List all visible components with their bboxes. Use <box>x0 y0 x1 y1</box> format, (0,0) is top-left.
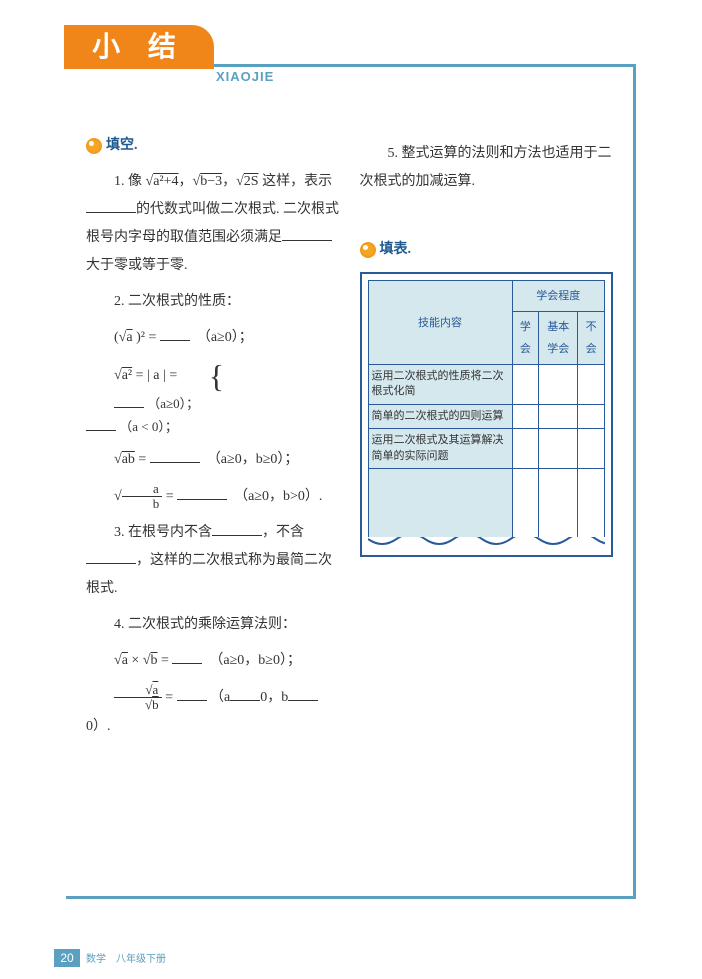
blank <box>150 447 200 463</box>
heading-text: 填表. <box>380 242 412 257</box>
skill-table-wrapper: 技能内容 学会程度 学 会 基本学会 不 会 运用二次根式的性质将二次根式化简 … <box>360 272 614 557</box>
cell <box>512 429 539 469</box>
text: 0，b <box>260 690 288 705</box>
cell <box>512 365 539 405</box>
page-number: 20 <box>54 949 80 967</box>
blank <box>86 197 136 213</box>
th-col: 不 会 <box>578 312 605 365</box>
expr: a <box>126 330 132 345</box>
eq-2b: √a² = | a | = { （a≥0）； （a < 0）； <box>86 360 340 438</box>
section-tab: 小 结 <box>64 25 214 69</box>
fill-blank-heading: 填空. <box>86 132 340 160</box>
item-3: 3. 在根号内不含，不含，这样的二次根式称为最简二次根式. <box>86 519 340 603</box>
cell <box>539 365 578 405</box>
cond: （a≥0，b>0）. <box>241 489 322 504</box>
expr: ab <box>122 452 135 467</box>
right-column: 5. 整式运算的法则和方法也适用于二次根式的加减运算. 填表. 技能内容 学会程… <box>360 132 614 741</box>
item-2: 2. 二次根式的性质： <box>86 288 340 316</box>
text: 0）. <box>86 719 111 734</box>
cell <box>512 404 539 428</box>
blank <box>230 685 260 701</box>
blank <box>114 392 144 408</box>
text: = | a | = <box>136 368 178 383</box>
text: ，不含 <box>262 525 304 540</box>
brace-body: （a≥0）； （a < 0）； <box>86 392 199 438</box>
expr: a² <box>122 368 132 383</box>
th-col: 学 会 <box>512 312 539 365</box>
cell <box>578 365 605 405</box>
eq-2a: (√a )² = （a≥0）； <box>86 324 340 352</box>
text: （a <box>210 690 230 705</box>
page-footer: 数学 八年级下册 <box>86 950 166 965</box>
cond: （a≥0）； <box>204 330 253 345</box>
fraction: √a √b <box>114 683 162 713</box>
eq-2d: √ab = （a≥0，b>0）. <box>86 482 340 512</box>
heading-text: 填空. <box>106 138 138 153</box>
table-row: 运用二次根式及其运算解决简单的实际问题 <box>368 429 605 469</box>
cell <box>512 468 539 538</box>
expr: a <box>122 653 128 668</box>
text: 这样，表示 <box>262 174 332 189</box>
th-col: 基本学会 <box>539 312 578 365</box>
skill-cell <box>368 468 512 538</box>
denominator: b <box>122 497 163 511</box>
th-level: 学会程度 <box>512 281 605 312</box>
skill-table: 技能内容 学会程度 学 会 基本学会 不 会 运用二次根式的性质将二次根式化简 … <box>368 280 606 539</box>
bullet-icon <box>86 138 102 154</box>
blank <box>288 685 318 701</box>
brace-icon: { <box>181 360 224 392</box>
wavy-edge <box>368 537 606 549</box>
cell <box>539 429 578 469</box>
numerator: a <box>122 482 163 497</box>
section-pinyin: XIAOJIE <box>216 69 274 84</box>
blank <box>86 548 136 564</box>
expr: a²+4 <box>153 174 178 189</box>
blank <box>177 685 207 701</box>
skill-cell: 运用二次根式的性质将二次根式化简 <box>368 365 512 405</box>
item-1: 1. 像 √a²+4，√b−3，√2S 这样，表示的代数式叫做二次根式. 二次根… <box>86 168 340 280</box>
cond: （a≥0，b≥0）； <box>216 653 301 668</box>
blank <box>212 520 262 536</box>
table-row: 简单的二次根式的四则运算 <box>368 404 605 428</box>
expr: 2S <box>244 174 259 189</box>
item-4: 4. 二次根式的乘除运算法则： <box>86 611 340 639</box>
left-column: 填空. 1. 像 √a²+4，√b−3，√2S 这样，表示的代数式叫做二次根式.… <box>86 132 340 741</box>
text: 大于零或等于零. <box>86 258 188 273</box>
table-row <box>368 468 605 538</box>
denominator: √b <box>114 698 162 712</box>
table-row: 技能内容 学会程度 <box>368 281 605 312</box>
blank <box>160 325 190 341</box>
cell <box>539 468 578 538</box>
blank <box>172 648 202 664</box>
cell <box>578 404 605 428</box>
th-skill: 技能内容 <box>368 281 512 365</box>
cell <box>578 468 605 538</box>
skill-cell: 简单的二次根式的四则运算 <box>368 404 512 428</box>
expr: b−3 <box>200 174 222 189</box>
fill-table-heading: 填表. <box>360 236 614 264</box>
eq-4b: √a √b = （a0，b0）. <box>86 683 340 741</box>
blank <box>282 225 332 241</box>
fraction: ab <box>122 482 163 512</box>
text: 3. 在根号内不含 <box>114 525 212 540</box>
table-row: 运用二次根式的性质将二次根式化简 <box>368 365 605 405</box>
cond: （a≥0，b≥0）； <box>214 452 299 467</box>
skill-cell: 运用二次根式及其运算解决简单的实际问题 <box>368 429 512 469</box>
page-frame: 小 结 XIAOJIE 填空. 1. 像 √a²+4，√b−3，√2S 这样，表… <box>66 64 636 899</box>
text: 1. 像 <box>114 174 142 189</box>
eq-2c: √ab = （a≥0，b≥0）； <box>86 446 340 474</box>
expr: b <box>151 653 158 668</box>
bullet-icon <box>360 242 376 258</box>
cell <box>578 429 605 469</box>
content-area: 填空. 1. 像 √a²+4，√b−3，√2S 这样，表示的代数式叫做二次根式.… <box>66 67 633 761</box>
cond: （a < 0）； <box>119 419 178 434</box>
blank <box>177 484 227 500</box>
blank <box>86 415 116 431</box>
cond: （a≥0）； <box>147 396 199 411</box>
item-5: 5. 整式运算的法则和方法也适用于二次根式的加减运算. <box>360 140 614 196</box>
eq-4a: √a × √b = （a≥0，b≥0）； <box>86 647 340 675</box>
cell <box>539 404 578 428</box>
